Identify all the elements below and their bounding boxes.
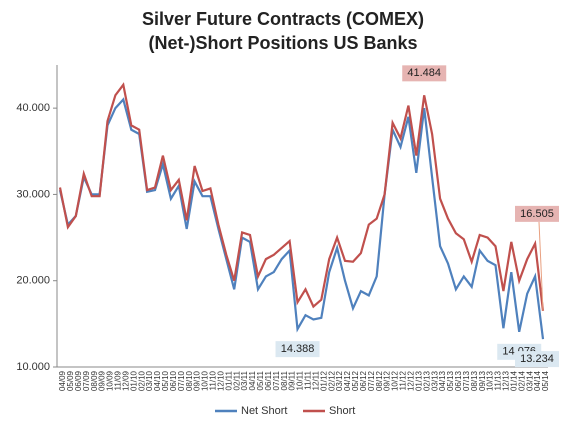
x-tick-label: 11/11 <box>304 370 313 389</box>
x-tick-label: 07/09 <box>82 370 91 391</box>
legend-label: Net Short <box>241 405 287 417</box>
x-tick-label: 06/11 <box>264 370 273 390</box>
x-tick-label: 01/11 <box>224 370 233 390</box>
x-tick-label: 02/12 <box>327 370 336 391</box>
x-tick-label: 04/10 <box>153 370 162 391</box>
data-label: 41.484 <box>407 67 441 79</box>
x-tick-label: 12/11 <box>311 370 320 390</box>
x-tick-label: 03/13 <box>430 370 439 391</box>
x-tick-label: 10/12 <box>391 370 400 391</box>
x-tick-label: 09/10 <box>193 370 202 391</box>
x-tick-label: 01/12 <box>319 370 328 391</box>
x-tick-label: 04/12 <box>343 370 352 391</box>
x-tick-label: 02/13 <box>422 370 431 391</box>
x-tick-label: 11/12 <box>399 370 408 390</box>
x-tick-label: 02/10 <box>137 370 146 391</box>
x-tick-label: 12/09 <box>121 370 130 391</box>
series-line <box>58 97 545 340</box>
x-tick-label: 11/10 <box>209 370 218 390</box>
x-tick-label: 07/10 <box>177 370 186 391</box>
x-tick-label: 10/10 <box>201 370 210 391</box>
x-tick-label: 07/11 <box>272 370 281 390</box>
x-tick-label: 04/13 <box>438 370 447 391</box>
x-tick-label: 02/11 <box>232 370 241 390</box>
x-tick-label: 03/10 <box>145 370 154 391</box>
x-tick-label: 05/11 <box>256 370 265 390</box>
x-tick-label: 04/09 <box>58 370 67 391</box>
legend-label: Short <box>329 405 355 417</box>
x-tick-label: 04/14 <box>533 370 542 391</box>
leader-line <box>538 221 544 311</box>
x-tick-label: 08/11 <box>280 370 289 390</box>
x-tick-label: 05/09 <box>66 370 75 391</box>
x-tick-label: 06/10 <box>169 370 178 391</box>
x-tick-label: 07/13 <box>462 370 471 391</box>
x-tick-label: 06/13 <box>454 370 463 391</box>
x-tick-label: 05/10 <box>161 370 170 391</box>
x-tick-label: 05/12 <box>351 370 360 391</box>
x-tick-label: 11/13 <box>494 370 503 390</box>
x-tick-label: 06/09 <box>74 370 83 391</box>
x-tick-label: 06/12 <box>359 370 368 391</box>
x-tick-label: 09/09 <box>98 370 107 391</box>
x-tick-label: 09/12 <box>383 370 392 391</box>
data-label-box <box>515 205 559 222</box>
x-tick-label: 08/13 <box>470 370 479 391</box>
x-tick-label: 08/12 <box>375 370 384 391</box>
data-label: 14.388 <box>281 343 315 355</box>
x-tick-label: 12/12 <box>407 370 416 391</box>
x-tick-label: 01/10 <box>129 370 138 391</box>
chart-subtitle: (Net-)Short Positions US Banks <box>148 33 417 53</box>
x-tick-label: 02/14 <box>517 370 526 391</box>
data-label-box <box>515 351 559 368</box>
x-tick-label: 08/09 <box>90 370 99 391</box>
data-label-box <box>275 341 320 358</box>
chart-title: Silver Future Contracts (COMEX) <box>142 9 424 29</box>
x-tick-label: 12/10 <box>216 370 225 391</box>
x-tick-label: 03/12 <box>335 370 344 391</box>
y-tick-label: 10.000 <box>16 361 50 373</box>
x-tick-label: 01/13 <box>414 370 423 391</box>
y-tick-label: 40.000 <box>16 102 50 114</box>
x-tick-label: 04/11 <box>248 370 257 390</box>
data-label: 13.234 <box>520 353 554 365</box>
x-tick-label: 03/11 <box>240 370 249 390</box>
x-tick-label: 08/10 <box>185 370 194 391</box>
x-tick-label: 03/14 <box>525 370 534 391</box>
series-line <box>58 82 545 312</box>
x-tick-label: 10/11 <box>296 370 305 390</box>
x-tick-label: 05/13 <box>446 370 455 391</box>
x-tick-label: 09/13 <box>478 370 487 391</box>
x-tick-label: 07/12 <box>367 370 376 391</box>
x-tick-label: 12/13 <box>502 370 511 391</box>
y-tick-label: 20.000 <box>16 275 50 287</box>
y-tick-label: 30.000 <box>16 188 50 200</box>
x-tick-label: 10/09 <box>106 370 115 391</box>
x-tick-label: 01/14 <box>509 370 518 391</box>
x-tick-label: 10/13 <box>486 370 495 391</box>
x-tick-label: 05/14 <box>541 370 550 391</box>
x-tick-label: 09/11 <box>288 370 297 390</box>
data-label-box <box>402 65 447 82</box>
data-label: 16.505 <box>520 208 554 220</box>
x-tick-label: 11/09 <box>114 370 123 390</box>
